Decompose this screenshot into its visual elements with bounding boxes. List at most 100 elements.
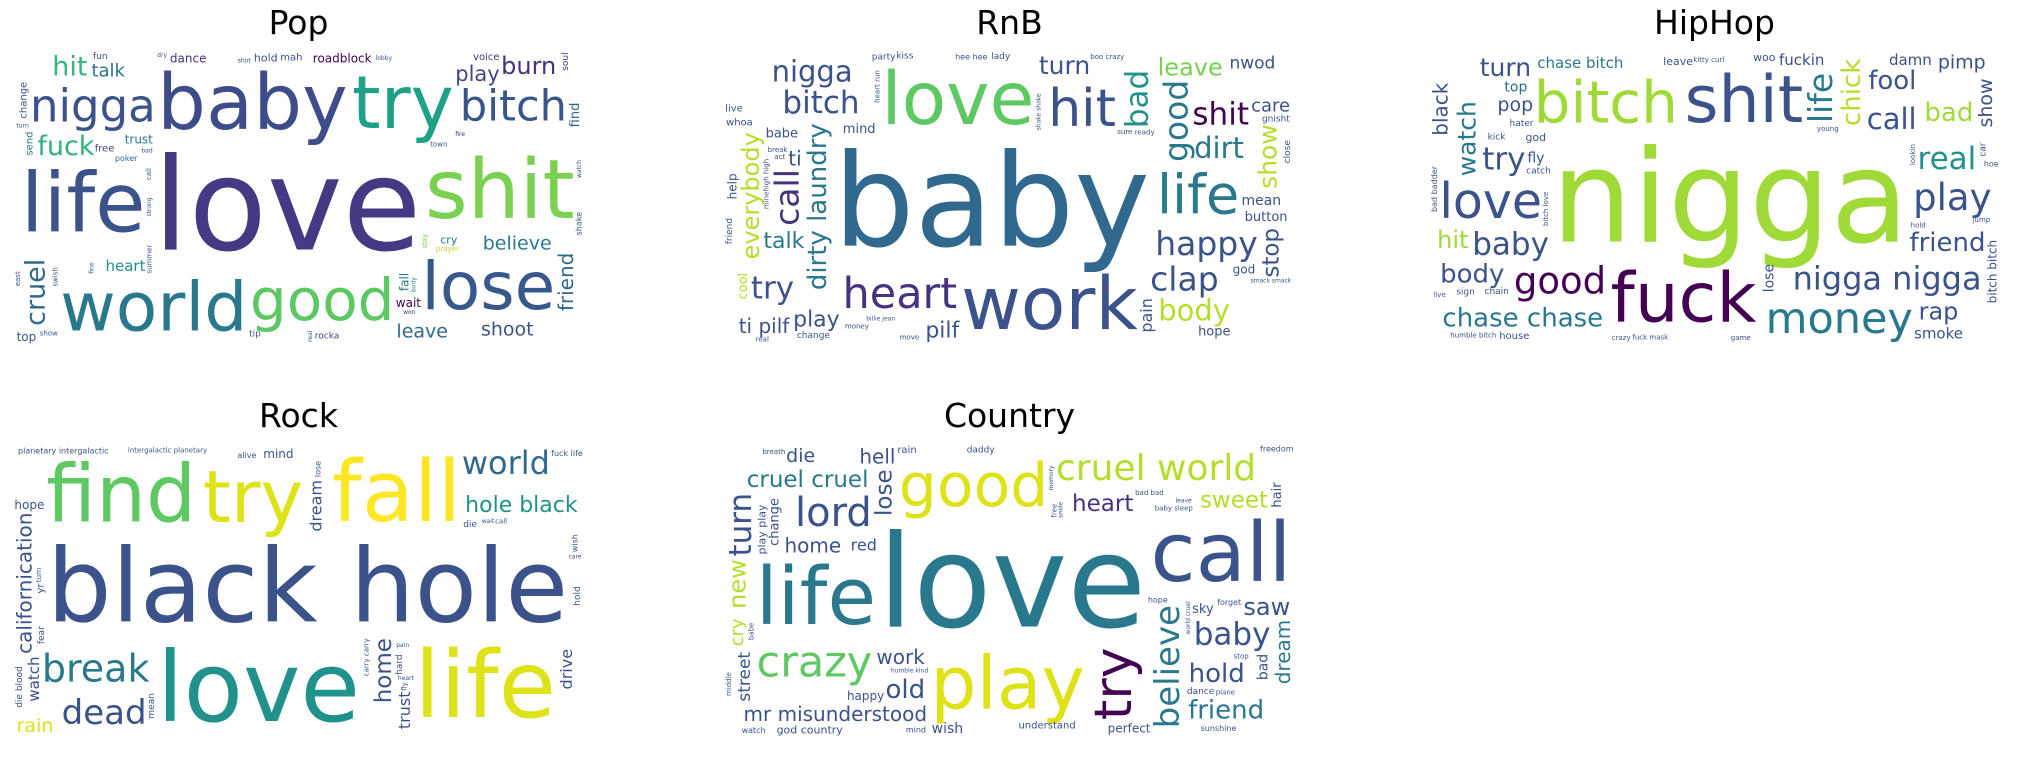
- panel-title: Country: [943, 396, 1076, 435]
- wordcloud-word: roadblock: [313, 51, 372, 65]
- wordcloud-word: lose: [314, 461, 323, 477]
- wordcloud-word: life: [756, 551, 876, 643]
- wordcloud-word: black hole: [47, 527, 568, 646]
- wordcloud-word: daddy: [967, 445, 996, 455]
- wordcloud-area: baby love work life hit heart dirty laundry hap…: [723, 50, 1296, 345]
- wordcloud-word: boo crazy: [1090, 53, 1124, 61]
- wordcloud-word: bitch bitch: [1986, 240, 2000, 304]
- wordcloud-word: call: [495, 517, 507, 525]
- wordcloud-word: fall: [397, 273, 411, 291]
- wordcloud-word: game: [1731, 334, 1751, 342]
- wordcloud-word: smile: [1058, 502, 1065, 518]
- wordcloud-word: heart: [398, 675, 415, 682]
- wordcloud-word: carry carry: [362, 638, 370, 676]
- wordcloud-word: friend: [725, 218, 735, 244]
- wordcloud-word: pain: [1137, 298, 1156, 333]
- wordcloud-word: play: [793, 308, 840, 333]
- wordcloud-word: good: [899, 451, 1049, 521]
- wordcloud-word: turn: [1039, 51, 1090, 80]
- wordcloud-word: chain: [1485, 287, 1509, 297]
- wordcloud-word: happy: [1155, 224, 1258, 263]
- wordcloud-word: hair: [1270, 482, 1285, 508]
- wordcloud-word: hold: [573, 586, 583, 605]
- wordcloud-word: break: [768, 146, 789, 154]
- wordcloud-word: strong: [146, 197, 153, 216]
- wordcloud-word: happy: [847, 689, 884, 703]
- wordcloud-word: love: [878, 508, 1146, 657]
- wordcloud-word: californication: [13, 513, 37, 654]
- wordcloud-word: dream: [1271, 620, 1295, 685]
- wordcloud-word: kiss: [896, 52, 913, 62]
- wordcloud-word: nigga nigga: [1793, 260, 1982, 298]
- wordcloud-word: turn: [16, 123, 29, 130]
- wordcloud-word: crazy: [1612, 334, 1631, 342]
- wordcloud-word: god country: [777, 723, 844, 736]
- wordcloud-word: hope: [1198, 325, 1230, 340]
- wordcloud-word: burn: [501, 52, 556, 80]
- wordcloud-word: cruel: [21, 259, 52, 326]
- wordcloud-word: rain: [17, 715, 54, 737]
- wordcloud-word: memory: [1048, 465, 1055, 491]
- wordcloud-word: bad bad: [1135, 489, 1164, 497]
- wordcloud-word: trust: [395, 691, 414, 729]
- wordcloud-word: fly: [400, 682, 408, 691]
- wordcloud-word: body: [410, 277, 417, 292]
- wordcloud-word: fuck: [1611, 259, 1757, 339]
- wordcloud-word: car: [1979, 142, 1989, 156]
- wordcloud-word: hope: [14, 498, 44, 512]
- wordcloud-word: baby: [1194, 617, 1271, 653]
- wordcloud-word: play: [455, 62, 499, 86]
- wordcloud-word: swish: [51, 267, 59, 286]
- wordcloud-word: pain: [396, 642, 409, 649]
- wordcloud-word: young: [1817, 125, 1839, 133]
- wordcloud-word: top: [1504, 79, 1527, 95]
- wordcloud-word: money: [845, 322, 869, 330]
- wordcloud-word: turn: [723, 493, 759, 557]
- wordcloud-word: fuck mask: [1632, 334, 1669, 342]
- wordcloud-word: ready: [1135, 129, 1155, 137]
- wordcloud-word: free: [1051, 504, 1059, 518]
- wordcloud-word: try: [751, 271, 794, 307]
- wordcloud-word: chick: [1837, 59, 1867, 126]
- wordcloud-word: breath: [762, 448, 785, 456]
- wordcloud-word: whoa: [726, 117, 753, 128]
- panel-title: Rock: [259, 396, 338, 435]
- wordcloud-word: understand: [1018, 720, 1075, 731]
- wordcloud-word: turn: [1480, 53, 1531, 82]
- wordcloud-word: fall: [332, 443, 461, 542]
- wordcloud-word: won: [403, 309, 416, 316]
- wordcloud-word: friend: [1909, 228, 1985, 258]
- wordcloud-word: hit: [52, 52, 87, 83]
- wordcloud-word: pimp: [1938, 52, 1986, 74]
- wordcloud-word: shit: [1685, 63, 1804, 138]
- wordcloud-word: leave: [396, 321, 448, 343]
- wordcloud-word: believe: [483, 233, 552, 255]
- wordcloud-word: house: [1499, 331, 1529, 342]
- wordcloud-word: home: [371, 638, 397, 703]
- wordcloud-word: ti pilf: [739, 314, 791, 338]
- wordcloud-word: talk: [763, 229, 804, 254]
- wordcloud-word: call: [145, 168, 153, 180]
- wordcloud-word: wait: [396, 296, 422, 310]
- wordcloud-word: hold: [1911, 221, 1926, 229]
- wordcloud-word: tip: [249, 330, 261, 340]
- wordcloud-word: bad: [141, 148, 152, 155]
- wordcloud-word: freedom: [1260, 445, 1294, 454]
- wordcloud-word: hell: [859, 445, 895, 469]
- wordcloud-word: lose: [422, 248, 556, 325]
- wordcloud-word: change: [797, 331, 831, 341]
- wordcloud-word: sweet: [1200, 488, 1268, 514]
- wordcloud-word: call: [767, 169, 806, 226]
- wordcloud-word: god: [1233, 263, 1256, 277]
- wordcloud-word: fine: [88, 262, 95, 274]
- wordcloud-word: billie jean: [866, 316, 895, 323]
- wordcloud-word: act: [774, 153, 785, 161]
- wordcloud-word: god: [1525, 131, 1546, 144]
- wordcloud-word: hole black: [465, 493, 578, 518]
- wordcloud-word: fuckin: [1779, 51, 1824, 69]
